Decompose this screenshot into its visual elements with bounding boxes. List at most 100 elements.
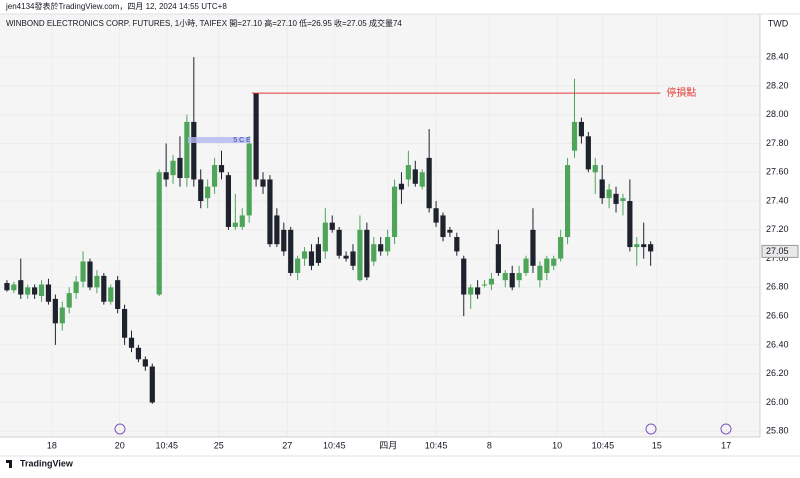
- candle-body: [177, 157, 183, 179]
- x-tick-label: 17: [721, 440, 731, 450]
- event-icon: [645, 423, 657, 435]
- candle-body: [288, 229, 294, 273]
- x-tick-label: 18: [47, 440, 57, 450]
- candle-body: [641, 244, 647, 248]
- y-tick-label: 28.20: [766, 80, 789, 90]
- candle-body: [80, 261, 86, 282]
- candle-body: [246, 143, 252, 216]
- highlight-box: [188, 137, 250, 143]
- candle-body: [419, 172, 425, 187]
- candle-body: [163, 172, 169, 180]
- y-tick-label: 27.40: [766, 195, 789, 205]
- x-tick-label: 25: [214, 440, 224, 450]
- candle-body: [45, 284, 52, 302]
- candle-body: [66, 293, 72, 308]
- candle-body: [488, 278, 495, 285]
- brand: TradingView: [20, 458, 74, 468]
- candle-body: [135, 347, 142, 360]
- candle-body: [32, 287, 38, 295]
- y-tick-label: 27.80: [766, 138, 789, 148]
- candle-body: [336, 229, 342, 256]
- y-tick-label: 26.00: [766, 397, 789, 407]
- currency-label: TWD: [768, 18, 789, 28]
- candle-body: [405, 165, 411, 180]
- candle-body: [454, 237, 460, 252]
- candle-body: [648, 244, 654, 252]
- candle-body: [468, 287, 474, 295]
- y-tick-label: 25.80: [766, 426, 789, 436]
- candle-body: [613, 193, 619, 204]
- x-tick-label: 27: [282, 440, 292, 450]
- candle-body: [211, 165, 218, 187]
- candle-body: [599, 179, 605, 199]
- x-tick-label: 20: [115, 440, 125, 450]
- candle-body: [371, 244, 377, 262]
- candle-body: [329, 222, 335, 230]
- candle-body: [343, 255, 349, 259]
- brand-logo: [6, 460, 12, 468]
- candle-body: [73, 281, 79, 294]
- y-tick-label: 27.20: [766, 224, 789, 234]
- candle-body: [59, 307, 65, 324]
- candle-body: [121, 308, 128, 338]
- candle-body: [225, 175, 232, 227]
- x-tick-label: 10:45: [592, 440, 615, 450]
- candle-body: [198, 179, 204, 202]
- event-icons: [114, 423, 732, 435]
- candle-body: [592, 165, 598, 173]
- candle-body: [564, 165, 571, 238]
- candle-body: [170, 160, 176, 176]
- event-icon: [114, 423, 126, 435]
- candle-body: [447, 229, 453, 233]
- last-price-box: [761, 244, 799, 258]
- candle-body: [516, 272, 522, 281]
- candle-body: [357, 229, 363, 281]
- candle-body: [108, 287, 114, 302]
- candle-body: [578, 121, 585, 137]
- x-tick-label: 四月: [379, 440, 397, 450]
- box-label: 5 C E: [233, 137, 251, 144]
- y-tick-label: 27.60: [766, 167, 789, 177]
- x-tick-label: 10: [552, 440, 562, 450]
- candle-body: [350, 251, 356, 266]
- candle-body: [481, 284, 488, 286]
- x-tick-label: 10:45: [323, 440, 346, 450]
- candle-body: [87, 261, 93, 288]
- candle-body: [253, 93, 259, 180]
- candle-body: [364, 229, 370, 278]
- candle-body: [4, 283, 10, 291]
- chart-title: WINBOND ELECTRONICS CORP. FUTURES, 1小時, …: [6, 18, 402, 28]
- y-tick-label: 26.20: [766, 368, 789, 378]
- candle-body: [18, 280, 24, 295]
- candle-body: [391, 186, 398, 238]
- candle-body: [260, 179, 266, 187]
- candle-body: [495, 244, 501, 273]
- candle-body: [128, 337, 135, 348]
- candle-body: [205, 186, 211, 199]
- byline: jen4134發表於TradingView.com，四月 12, 2024 14…: [5, 1, 227, 11]
- candle-body: [523, 258, 529, 273]
- candle-body: [509, 272, 515, 288]
- candle-body: [149, 366, 155, 403]
- candle-body: [52, 298, 58, 324]
- candle-body: [475, 287, 481, 295]
- plot-background: [0, 14, 760, 437]
- candle-body: [544, 258, 550, 273]
- candle-body: [11, 284, 17, 291]
- candle-body: [558, 237, 564, 259]
- y-tick-label: 26.80: [766, 282, 789, 292]
- candle-body: [218, 165, 225, 173]
- candle-body: [378, 244, 384, 252]
- candle-body: [25, 287, 31, 295]
- candle-body: [142, 359, 148, 367]
- candle-body: [530, 229, 536, 266]
- candle-body: [634, 244, 640, 248]
- y-tick-label: 27.00: [766, 253, 789, 263]
- candle-body: [412, 169, 418, 184]
- x-tick-label: 10:45: [425, 440, 448, 450]
- candle-body: [398, 183, 405, 190]
- candle-body: [585, 136, 591, 170]
- candle-body: [606, 189, 612, 199]
- y-tick-label: 28.40: [766, 52, 789, 62]
